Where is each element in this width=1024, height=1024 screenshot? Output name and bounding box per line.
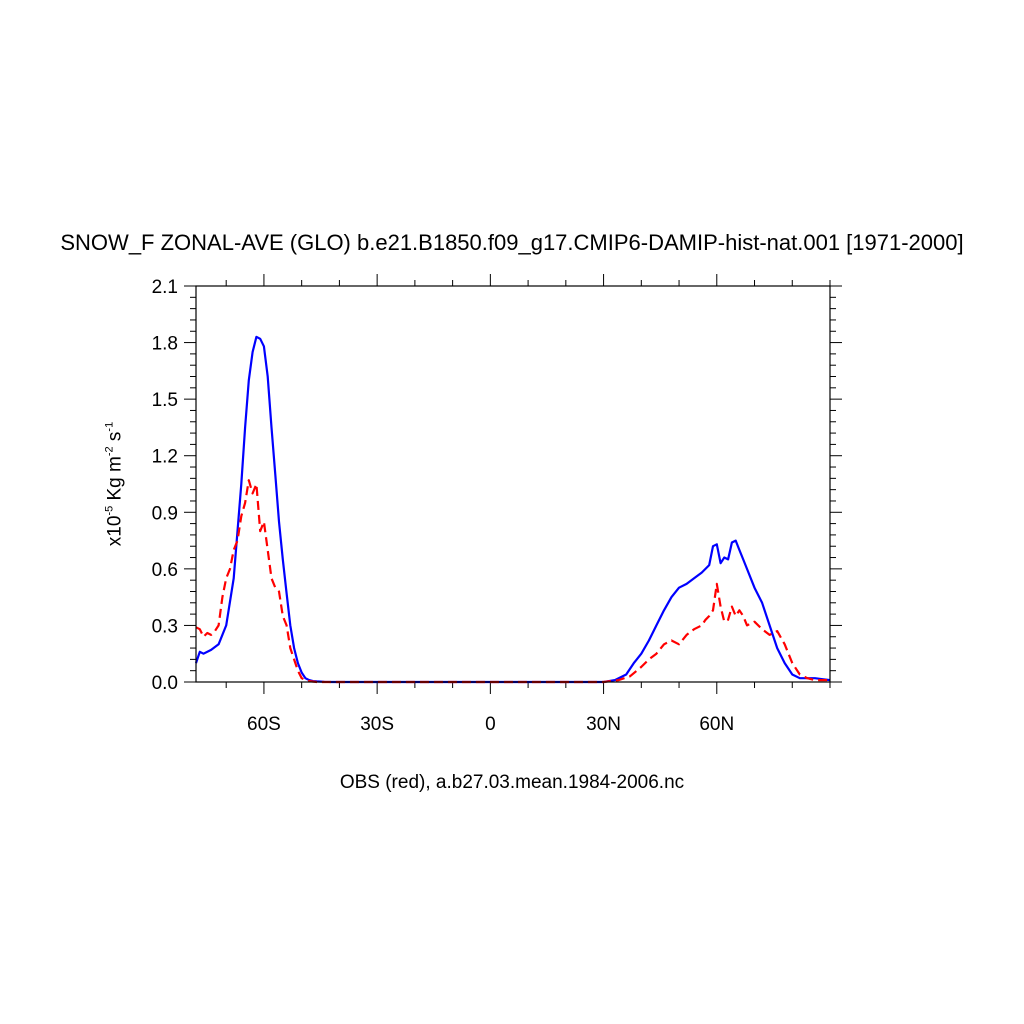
y-tick-label: 1.8: [152, 334, 178, 355]
axis-tick-labels: 0.0 0.3 0.6 0.9 1.2 1.5 1.8 2.1 60S 30S 0 30N 60N: [152, 277, 735, 735]
y-tick-label: 0.3: [152, 616, 178, 637]
y-tick-label: 1.2: [152, 447, 178, 468]
chart-title: SNOW_F ZONAL-AVE (GLO) b.e21.B1850.f09_g…: [60, 230, 964, 255]
x-tick-label: 60S: [247, 714, 281, 735]
y-tick-label: 0.9: [152, 503, 178, 524]
x-tick-label: 30S: [360, 714, 394, 735]
y-tick-label: 1.5: [152, 390, 178, 411]
y-axis-label: x10-5 Kg m-2 s-1: [103, 421, 126, 547]
y-tick-label: 0.6: [152, 560, 178, 581]
x-tick-label: 60N: [699, 714, 734, 735]
x-tick-label: 0: [485, 714, 496, 735]
x-tick-label: 30N: [586, 714, 621, 735]
plot-frame: [195, 285, 831, 683]
series-line-1: [194, 335, 831, 684]
y-tick-label: 0.0: [152, 673, 178, 694]
axis-ticks: [184, 274, 842, 694]
series-lines: [194, 335, 831, 684]
y-tick-label: 2.1: [152, 277, 178, 298]
series-line-2: [195, 479, 830, 684]
x-axis-label: OBS (red), a.b27.03.mean.1984-2006.nc: [339, 772, 685, 793]
